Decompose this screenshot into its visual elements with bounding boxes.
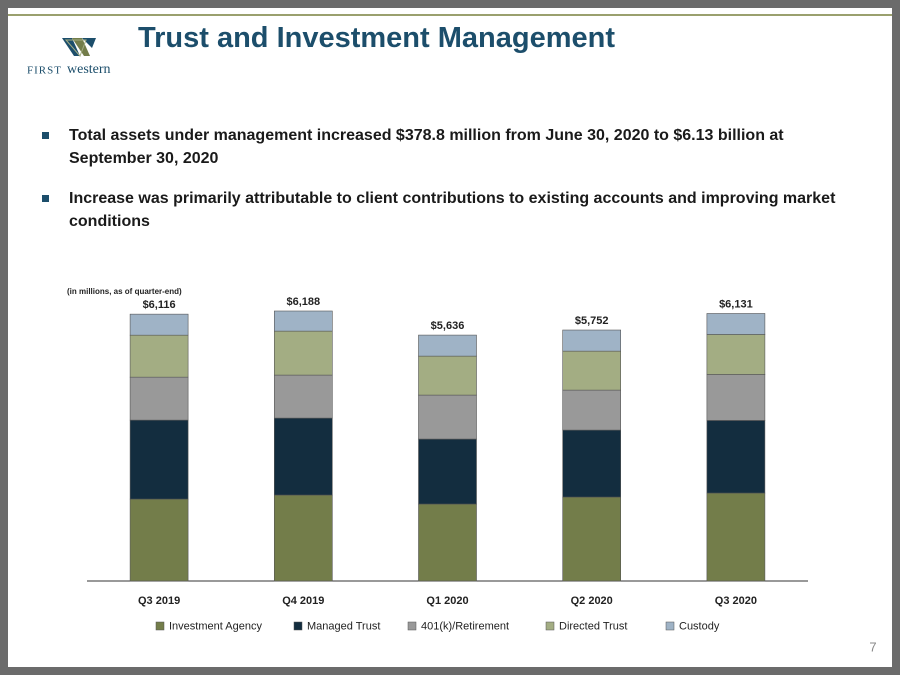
x-tick-label: Q1 2020 [426, 595, 468, 607]
bar-segment [562, 350, 622, 391]
bar-segment [562, 329, 622, 352]
x-tick-label: Q4 2019 [282, 595, 324, 607]
legend-label: Investment Agency [169, 620, 262, 632]
bullet: Increase was primarily attributable to c… [42, 187, 869, 233]
total-label: $5,752 [575, 315, 609, 327]
bar-segment [562, 389, 622, 431]
bullet-text: Total assets under management increased … [69, 127, 784, 167]
bar-segment [129, 419, 189, 500]
chart-subtitle: (in millions, as of quarter-end) [67, 287, 182, 296]
total-label: $5,636 [431, 320, 465, 332]
bar-segment [273, 310, 333, 332]
total-label: $6,131 [719, 298, 753, 310]
bar-segment [562, 429, 622, 498]
legend-swatch [293, 621, 303, 631]
slide-title: Trust and Investment Management [138, 22, 615, 54]
logo-first: FIRST [27, 65, 62, 77]
bar-segment [418, 438, 477, 505]
bar-segment [129, 498, 189, 582]
legend-label: Directed Trust [559, 620, 627, 632]
bar-segment [706, 492, 766, 582]
bar-segment [418, 394, 477, 440]
legend-swatch [407, 621, 417, 631]
bar-segment [418, 334, 477, 357]
bar-segment [562, 496, 622, 582]
logo: FIRST western [27, 38, 111, 77]
legend-swatch [665, 621, 675, 631]
bar-segment [706, 374, 766, 421]
bar-segment [129, 334, 189, 378]
bar-segment [273, 374, 333, 419]
bar-segment [706, 420, 766, 494]
logo-second: western [67, 62, 111, 77]
legend-label: Managed Trust [307, 620, 380, 632]
bar-segment [273, 494, 333, 582]
bar-segment [706, 313, 766, 335]
legend-swatch [155, 621, 165, 631]
total-label: $6,188 [286, 296, 320, 308]
x-tick-label: Q3 2020 [715, 595, 757, 607]
bar-segment [129, 313, 189, 336]
total-label: $6,116 [143, 299, 176, 311]
bar-segment [706, 334, 766, 375]
bullet-text: Increase was primarily attributable to c… [69, 190, 836, 230]
x-tick-label: Q2 2020 [571, 595, 613, 607]
bar-segment [418, 503, 477, 582]
bar-segment [273, 417, 333, 496]
legend-label: 401(k)/Retirement [421, 620, 509, 632]
bar-segment [418, 355, 477, 396]
bullet: Total assets under management increased … [42, 124, 869, 170]
bar-segment [129, 376, 189, 421]
legend-swatch [545, 621, 555, 631]
x-tick-label: Q3 2019 [138, 595, 180, 607]
page-number: 7 [869, 639, 876, 654]
legend-label: Custody [679, 620, 720, 632]
bar-segment [273, 330, 333, 376]
